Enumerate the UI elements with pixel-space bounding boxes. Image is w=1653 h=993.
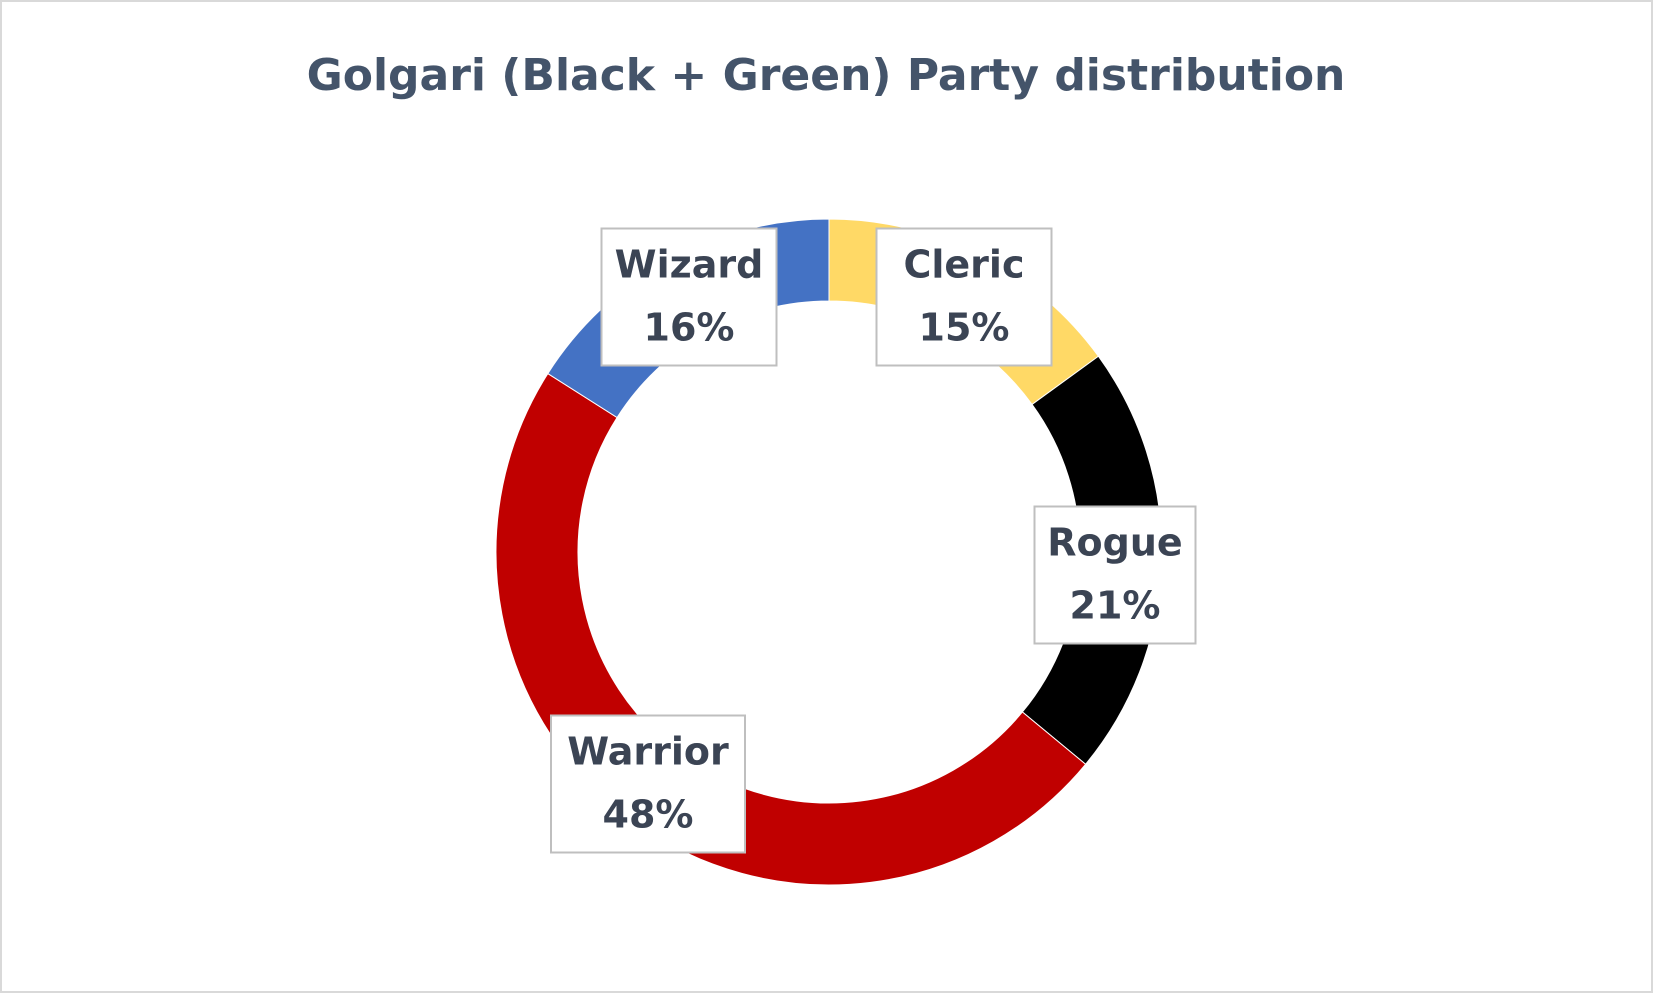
data-label-category: Rogue bbox=[1047, 521, 1182, 565]
data-label-category: Cleric bbox=[904, 243, 1025, 287]
data-label-category: Wizard bbox=[615, 243, 764, 287]
chart-title: Golgari (Black + Green) Party distributi… bbox=[307, 50, 1346, 101]
data-label-box bbox=[600, 227, 778, 367]
data-label: Wizard 16% bbox=[600, 227, 778, 367]
data-label-box bbox=[875, 227, 1053, 367]
data-label: Cleric 15% bbox=[875, 227, 1053, 367]
data-label-value: 15% bbox=[919, 306, 1010, 350]
data-label-value: 21% bbox=[1070, 584, 1161, 628]
data-label-box bbox=[1033, 505, 1197, 645]
data-label: Warrior 48% bbox=[550, 714, 746, 854]
data-label: Rogue 21% bbox=[1033, 505, 1197, 645]
data-label-category: Warrior bbox=[567, 730, 729, 774]
data-label-value: 48% bbox=[603, 793, 694, 837]
data-label-value: 16% bbox=[644, 306, 735, 350]
data-label-box bbox=[550, 714, 746, 854]
